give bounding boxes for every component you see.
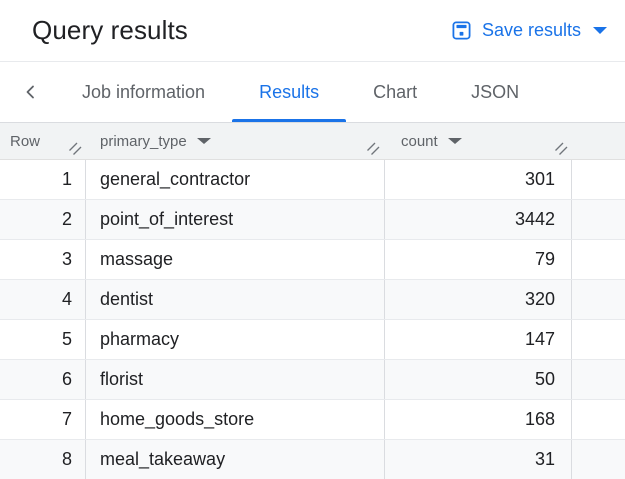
table-row: 7 home_goods_store 168: [0, 400, 625, 440]
row-number-cell: 2: [0, 200, 86, 239]
primary-type-cell: dentist: [86, 280, 385, 319]
table-header-row: Row primary_type count: [0, 123, 625, 160]
row-number-cell: 6: [0, 360, 86, 399]
column-header-primary-type-label: primary_type: [100, 132, 187, 150]
column-resize-handle-icon[interactable]: [552, 140, 570, 158]
count-cell: 3442: [385, 200, 572, 239]
tab-chart[interactable]: Chart: [373, 81, 418, 102]
table-row: 4 dentist 320: [0, 280, 625, 320]
count-cell: 168: [385, 400, 572, 439]
row-number-cell: 4: [0, 280, 86, 319]
filler-cell: [572, 400, 625, 439]
column-header-row-label: Row: [10, 132, 41, 150]
primary-type-cell: home_goods_store: [86, 400, 385, 439]
count-cell: 301: [385, 160, 572, 199]
count-cell: 50: [385, 360, 572, 399]
caret-down-icon: [593, 27, 607, 34]
chevron-left-icon: [23, 84, 39, 100]
filler-cell: [572, 240, 625, 279]
primary-type-cell: pharmacy: [86, 320, 385, 359]
save-icon: [451, 20, 472, 41]
table-row: 1 general_contractor 301: [0, 160, 625, 200]
table-row: 8 meal_takeaway 31: [0, 440, 625, 479]
filler-cell: [572, 440, 625, 479]
table-row: 6 florist 50: [0, 360, 625, 400]
column-header-primary-type: primary_type: [86, 123, 385, 159]
filler-cell: [572, 320, 625, 359]
primary-type-cell: general_contractor: [86, 160, 385, 199]
table-row: 5 pharmacy 147: [0, 320, 625, 360]
row-number-cell: 7: [0, 400, 86, 439]
primary-type-sort-control[interactable]: primary_type: [100, 133, 211, 150]
filler-cell: [572, 360, 625, 399]
primary-type-cell: massage: [86, 240, 385, 279]
save-results-button[interactable]: Save results: [451, 20, 607, 41]
column-header-row: Row: [0, 123, 86, 159]
table-row: 2 point_of_interest 3442: [0, 200, 625, 240]
filler-cell: [572, 160, 625, 199]
sort-caret-icon: [196, 138, 211, 144]
save-results-label: Save results: [481, 20, 581, 40]
primary-type-cell: point_of_interest: [86, 200, 385, 239]
results-tabbar: Job information Results Chart JSON: [0, 62, 625, 123]
row-number-cell: 5: [0, 320, 86, 359]
column-header-count: count: [385, 123, 572, 159]
filler-cell: [572, 280, 625, 319]
primary-type-cell: meal_takeaway: [86, 440, 385, 479]
count-cell: 31: [385, 440, 572, 479]
primary-type-cell: florist: [86, 360, 385, 399]
row-number-cell: 1: [0, 160, 86, 199]
table-row: 3 massage 79: [0, 240, 625, 280]
page-title: Query results: [32, 15, 188, 45]
row-number-cell: 8: [0, 440, 86, 479]
row-number-cell: 3: [0, 240, 86, 279]
count-cell: 79: [385, 240, 572, 279]
results-titlebar: Query results Save results: [0, 0, 625, 62]
count-cell: 320: [385, 280, 572, 319]
column-resize-handle-icon[interactable]: [364, 140, 382, 158]
back-chevron-button[interactable]: [18, 62, 44, 122]
count-cell: 147: [385, 320, 572, 359]
tab-job-information[interactable]: Job information: [82, 81, 206, 102]
column-resize-handle-icon[interactable]: [66, 140, 84, 158]
results-table-body: 1 general_contractor 301 2 point_of_inte…: [0, 160, 625, 479]
tab-json[interactable]: JSON: [471, 81, 520, 102]
count-sort-control[interactable]: count: [401, 133, 462, 150]
tab-results[interactable]: Results: [232, 62, 347, 122]
column-header-count-label: count: [401, 132, 438, 150]
sort-caret-icon: [447, 138, 462, 144]
filler-cell: [572, 200, 625, 239]
